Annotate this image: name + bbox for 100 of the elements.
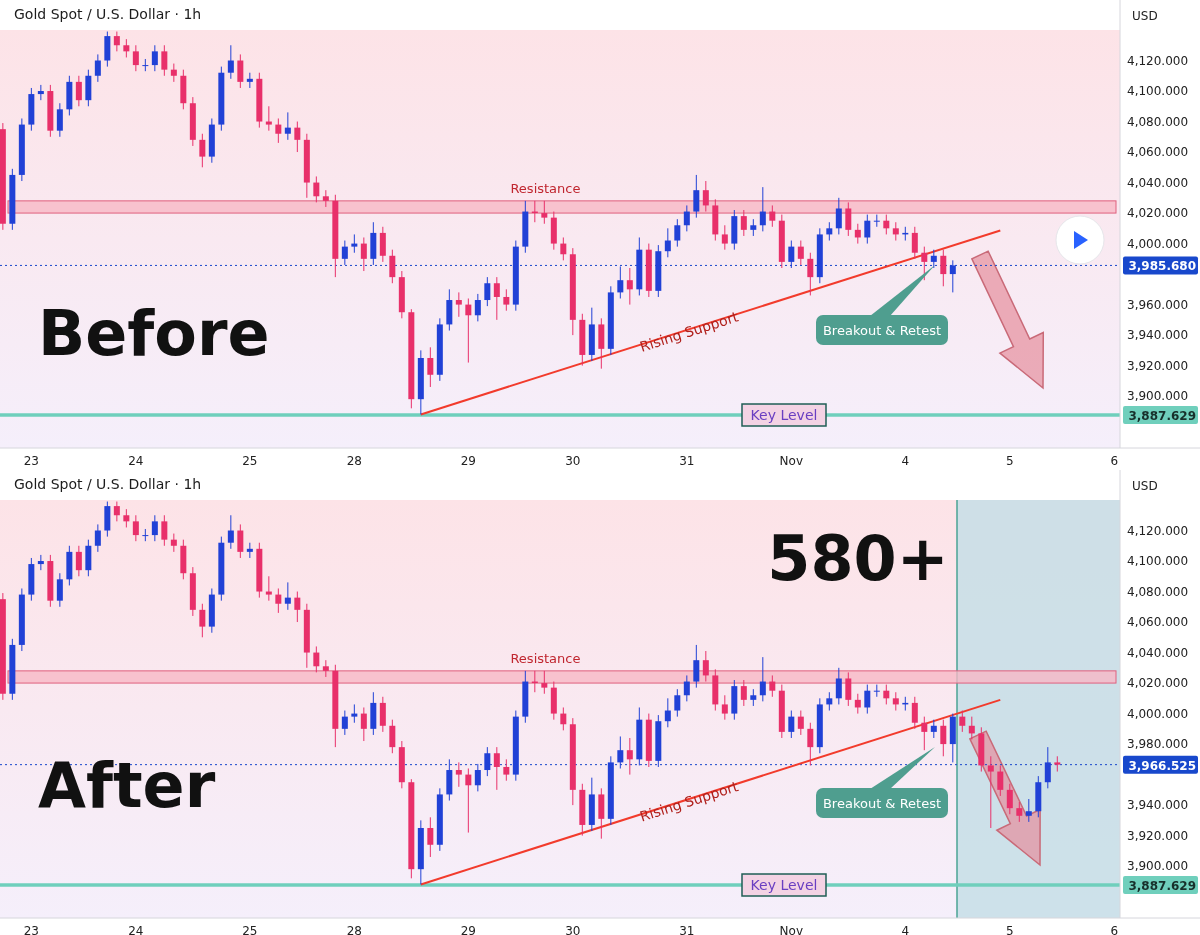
y-tick-label: 4,020.000 bbox=[1127, 676, 1189, 691]
candlestick bbox=[351, 233, 358, 254]
candlestick bbox=[493, 276, 500, 321]
candlestick bbox=[940, 249, 947, 287]
candlestick bbox=[341, 710, 348, 736]
candlestick bbox=[541, 200, 548, 225]
candlestick bbox=[892, 221, 899, 242]
candlestick bbox=[826, 691, 833, 712]
candlestick bbox=[959, 710, 966, 733]
candlestick bbox=[142, 528, 149, 542]
y-tick-label: 4,080.000 bbox=[1127, 584, 1189, 599]
candlestick bbox=[864, 214, 871, 245]
text: 3,985.680 bbox=[1128, 259, 1196, 274]
candlestick bbox=[693, 644, 700, 689]
candlestick bbox=[664, 227, 671, 258]
candlestick bbox=[265, 105, 272, 132]
candlestick bbox=[921, 716, 928, 751]
candlestick bbox=[360, 236, 367, 272]
candlestick bbox=[313, 175, 320, 203]
y-tick-label: 4,040.000 bbox=[1127, 175, 1189, 190]
candlestick bbox=[560, 706, 567, 731]
candlestick bbox=[113, 501, 120, 522]
y-tick-label: 4,000.000 bbox=[1127, 236, 1189, 251]
candlestick bbox=[1006, 783, 1013, 815]
candlestick bbox=[921, 246, 928, 281]
candlestick bbox=[170, 63, 177, 83]
annotation: Before bbox=[38, 297, 270, 370]
candlestick bbox=[142, 58, 149, 72]
candlestick bbox=[493, 746, 500, 791]
y-tick-label: 4,040.000 bbox=[1127, 645, 1189, 660]
y-tick-label: 4,120.000 bbox=[1127, 53, 1189, 68]
chart-title: Gold Spot / U.S. Dollar · 1h bbox=[14, 6, 202, 22]
candlestick bbox=[854, 223, 861, 245]
x-tick-label: 31 bbox=[679, 454, 695, 468]
y-tick-label: 3,920.000 bbox=[1127, 828, 1189, 843]
candlestick bbox=[826, 221, 833, 242]
candlestick bbox=[161, 44, 168, 77]
y-tick-label: 3,900.000 bbox=[1127, 389, 1189, 404]
x-tick-label: 25 bbox=[242, 924, 258, 935]
x-tick-label: 4 bbox=[901, 924, 910, 935]
y-tick-label: 4,060.000 bbox=[1127, 145, 1189, 160]
candlestick bbox=[721, 694, 728, 721]
candlestick bbox=[132, 44, 139, 72]
text: USD bbox=[1132, 9, 1158, 23]
candlestick bbox=[873, 214, 880, 228]
annotation: Breakout & Retest bbox=[822, 796, 942, 811]
candlestick bbox=[664, 697, 671, 728]
candlestick bbox=[170, 533, 177, 553]
candlestick bbox=[702, 180, 709, 213]
x-tick-label: 24 bbox=[128, 924, 144, 935]
candlestick bbox=[379, 696, 386, 733]
candlestick bbox=[674, 218, 681, 248]
y-tick-label: 4,100.000 bbox=[1127, 84, 1189, 99]
candlestick bbox=[455, 761, 462, 788]
x-tick-label: 4 bbox=[901, 454, 910, 468]
candlestick bbox=[161, 514, 168, 547]
candlestick bbox=[427, 346, 434, 388]
x-tick-label: Nov bbox=[779, 924, 804, 935]
candlestick bbox=[123, 508, 130, 528]
candlestick bbox=[968, 716, 975, 741]
x-tick-label: 30 bbox=[565, 924, 581, 935]
annotation: 580+ bbox=[767, 522, 949, 595]
annotation: Breakout & Retest bbox=[822, 323, 942, 338]
text: 3,887.629 bbox=[1128, 409, 1196, 423]
candlestick bbox=[151, 44, 158, 72]
x-tick-label: 28 bbox=[346, 924, 362, 935]
candlestick bbox=[313, 645, 320, 673]
candlestick bbox=[835, 197, 842, 235]
candlestick bbox=[987, 755, 994, 829]
candlestick bbox=[237, 523, 244, 559]
candlestick bbox=[674, 688, 681, 718]
x-tick-label: 28 bbox=[346, 454, 362, 468]
candlestick bbox=[911, 226, 918, 260]
candlestick bbox=[199, 133, 206, 168]
candlestick bbox=[997, 764, 1004, 797]
x-tick-label: 29 bbox=[460, 924, 476, 935]
candlestick bbox=[797, 240, 804, 266]
annotation: After bbox=[38, 749, 216, 822]
y-tick-label: 3,900.000 bbox=[1127, 859, 1189, 874]
candlestick bbox=[455, 291, 462, 318]
y-tick-label: 4,100.000 bbox=[1127, 554, 1189, 569]
candlestick bbox=[237, 53, 244, 89]
candlestick bbox=[541, 670, 548, 695]
candlestick bbox=[341, 240, 348, 266]
candlestick bbox=[132, 514, 139, 542]
x-tick-label: 29 bbox=[460, 454, 476, 468]
candlestick bbox=[1025, 798, 1032, 823]
candlestick bbox=[873, 684, 880, 698]
candlestick bbox=[123, 38, 130, 58]
x-tick-label: 23 bbox=[23, 454, 39, 468]
text: USD bbox=[1132, 479, 1158, 493]
candlestick bbox=[284, 581, 291, 611]
candlestick bbox=[721, 224, 728, 251]
candlestick bbox=[892, 691, 899, 712]
text: 3,887.629 bbox=[1128, 879, 1196, 893]
candlestick bbox=[854, 693, 861, 715]
candlestick bbox=[845, 671, 852, 707]
x-tick-label: 6 bbox=[1110, 924, 1119, 935]
candlestick bbox=[503, 758, 510, 782]
y-tick-label: 4,020.000 bbox=[1127, 206, 1189, 221]
